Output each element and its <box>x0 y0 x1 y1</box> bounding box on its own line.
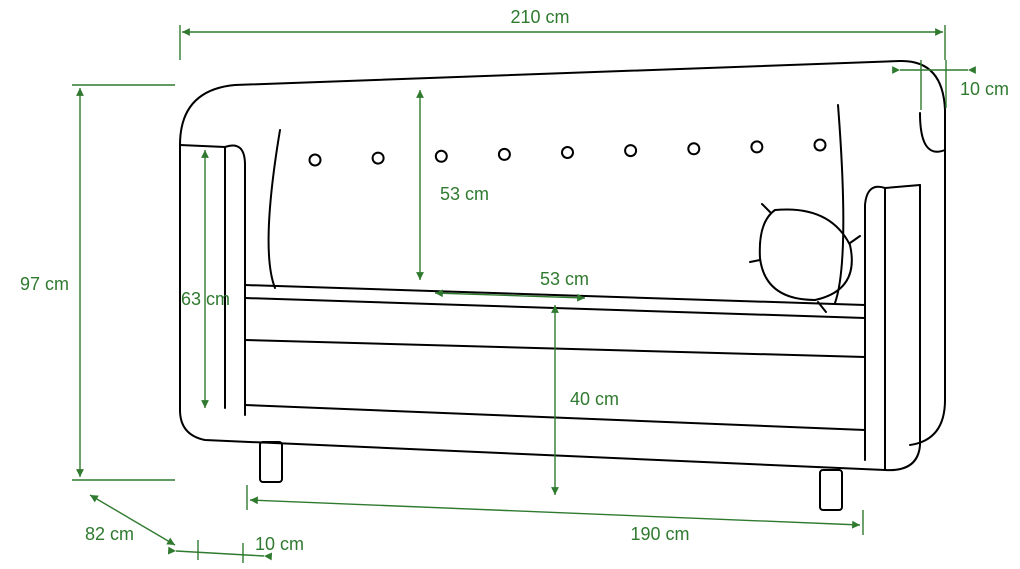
back-tufting-buttons <box>310 140 826 166</box>
lbl-overall-height: 97 cm <box>20 274 69 294</box>
tufting-button <box>373 153 384 164</box>
tufting-button <box>436 151 447 162</box>
sofa-dimension-diagram: 210 cm 97 cm 82 cm 63 cm 53 cm 53 cm 40 … <box>0 0 1020 569</box>
dim-arm-width-left <box>176 551 264 556</box>
dimensions: 210 cm 97 cm 82 cm 63 cm 53 cm 53 cm 40 … <box>20 7 1009 563</box>
lbl-seat-height: 40 cm <box>570 389 619 409</box>
dim-seat-width <box>250 500 860 525</box>
tufting-button <box>688 143 699 154</box>
tufting-button <box>499 149 510 160</box>
tufting-button <box>562 147 573 158</box>
lbl-back-cushion-h: 53 cm <box>440 184 489 204</box>
lbl-overall-width: 210 cm <box>510 7 569 27</box>
lbl-seat-depth: 53 cm <box>540 269 589 289</box>
lbl-arm-width-right: 10 cm <box>960 79 1009 99</box>
lbl-overall-depth: 82 cm <box>85 524 134 544</box>
lbl-arm-height: 63 cm <box>181 289 230 309</box>
tufting-button <box>310 155 321 166</box>
lbl-arm-width-left: 10 cm <box>255 534 304 554</box>
tufting-button <box>751 141 762 152</box>
lbl-seat-width: 190 cm <box>630 524 689 544</box>
tufting-button <box>815 140 826 151</box>
tufting-button <box>625 145 636 156</box>
